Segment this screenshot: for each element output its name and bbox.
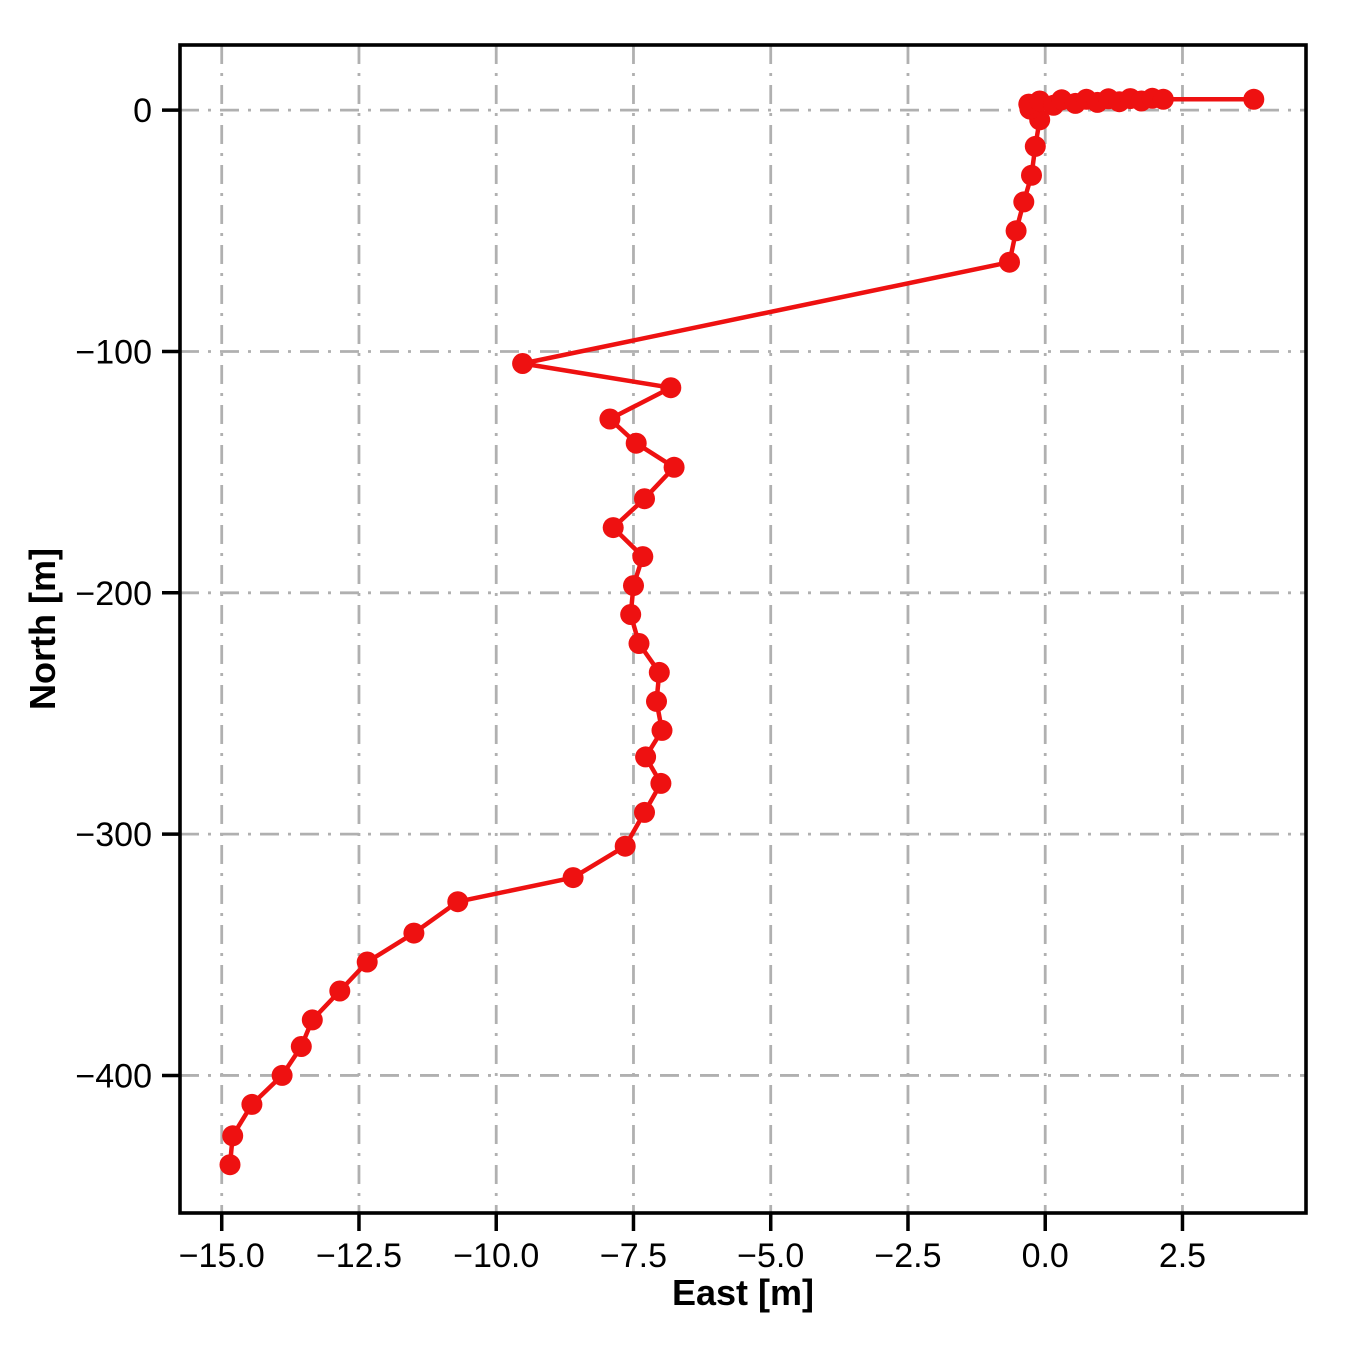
x-tick-labels: −15.0 −12.5 −10.0 −7.5 −5.0 −2.5 0.0 2.5 [179,1237,1206,1275]
data-point-marker [634,488,655,510]
data-point-marker [634,801,655,823]
data-point-marker [1021,164,1042,186]
axis-ticks [162,108,1185,1231]
data-point-marker [219,1154,241,1176]
data-series [219,87,1265,1176]
data-point-marker [999,251,1020,273]
y-tick-label: −300 [75,816,152,854]
trajectory-line [227,96,1257,1167]
y-tick-label: −400 [75,1057,152,1095]
data-point-marker [356,951,378,973]
data-point-marker [562,867,584,889]
data-point-marker [620,604,642,625]
data-point-marker [329,980,351,1002]
x-tick-label: 0.0 [1022,1237,1069,1275]
data-point-marker [650,772,672,794]
data-point-marker [599,408,621,430]
x-tick-label: −15.0 [179,1237,265,1275]
data-point-marker [628,633,650,654]
data-point-marker [1005,220,1027,242]
y-tick-label: −100 [75,333,152,371]
x-tick-label: 2.5 [1159,1237,1206,1275]
data-point-marker [1152,88,1174,110]
data-point-marker [301,1009,323,1031]
data-point-marker [625,432,647,454]
x-tick-label: −5.0 [737,1237,804,1275]
plot-border [178,43,1308,1215]
data-point-marker [512,353,534,374]
data-point-marker [403,922,425,944]
data-point-marker [632,546,654,568]
x-tick-label: −7.5 [600,1237,667,1275]
y-tick-label: −200 [75,575,152,613]
data-point-marker [1024,135,1046,157]
data-point-marker [635,746,657,768]
data-point-marker [623,575,644,597]
data-point-marker [646,690,667,712]
data-point-marker [651,719,673,741]
data-point-marker [663,456,685,478]
data-point-marker [1013,191,1035,213]
x-tick-label: −10.0 [453,1237,539,1275]
x-tick-label: −2.5 [874,1237,941,1275]
x-tick-label: −12.5 [316,1237,402,1275]
data-point-marker [241,1093,263,1115]
data-point-marker [447,891,469,913]
y-tick-labels: 0 −100 −200 −300 −400 [75,92,152,1095]
data-point-marker [648,661,670,683]
data-point-marker [660,377,682,399]
data-point-marker [290,1036,312,1057]
data-point-marker [271,1064,293,1086]
data-point-marker [602,517,624,539]
x-axis-label: East [m] [672,1272,814,1313]
grid-lines [180,45,1306,1213]
data-point-marker [1243,88,1265,110]
data-point-marker [222,1125,244,1147]
y-tick-label: 0 [133,92,152,130]
data-point-marker [614,835,636,857]
y-axis-label: North [m] [22,548,63,710]
